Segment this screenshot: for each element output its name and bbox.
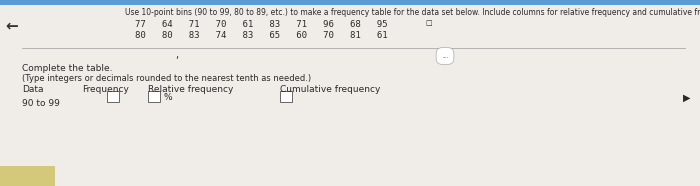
Text: Frequency: Frequency — [82, 85, 129, 94]
Bar — [148, 91, 160, 102]
Text: ....: .... — [442, 54, 448, 59]
Text: Cumulative frequency: Cumulative frequency — [280, 85, 380, 94]
Bar — [0, 166, 55, 186]
Bar — [0, 0, 700, 5]
Text: 80   80   83   74   83   65   60   70   81   61: 80 80 83 74 83 65 60 70 81 61 — [135, 31, 388, 40]
Text: ,: , — [175, 50, 178, 60]
Bar — [280, 91, 292, 102]
Text: Relative frequency: Relative frequency — [148, 85, 233, 94]
Text: Complete the table.: Complete the table. — [22, 64, 113, 73]
Text: (Type integers or decimals rounded to the nearest tenth as needed.): (Type integers or decimals rounded to th… — [22, 74, 311, 83]
Text: □: □ — [425, 20, 432, 26]
Text: Use 10-point bins (90 to 99, 80 to 89, etc.) to make a frequency table for the d: Use 10-point bins (90 to 99, 80 to 89, e… — [125, 8, 700, 17]
Bar — [107, 91, 119, 102]
Text: %: % — [163, 94, 172, 102]
Text: ←: ← — [6, 18, 18, 33]
Text: ▶: ▶ — [682, 93, 690, 103]
Text: 90 to 99: 90 to 99 — [22, 99, 60, 108]
Text: 77   64   71   70   61   83   71   96   68   95: 77 64 71 70 61 83 71 96 68 95 — [135, 20, 388, 29]
Text: Data: Data — [22, 85, 43, 94]
